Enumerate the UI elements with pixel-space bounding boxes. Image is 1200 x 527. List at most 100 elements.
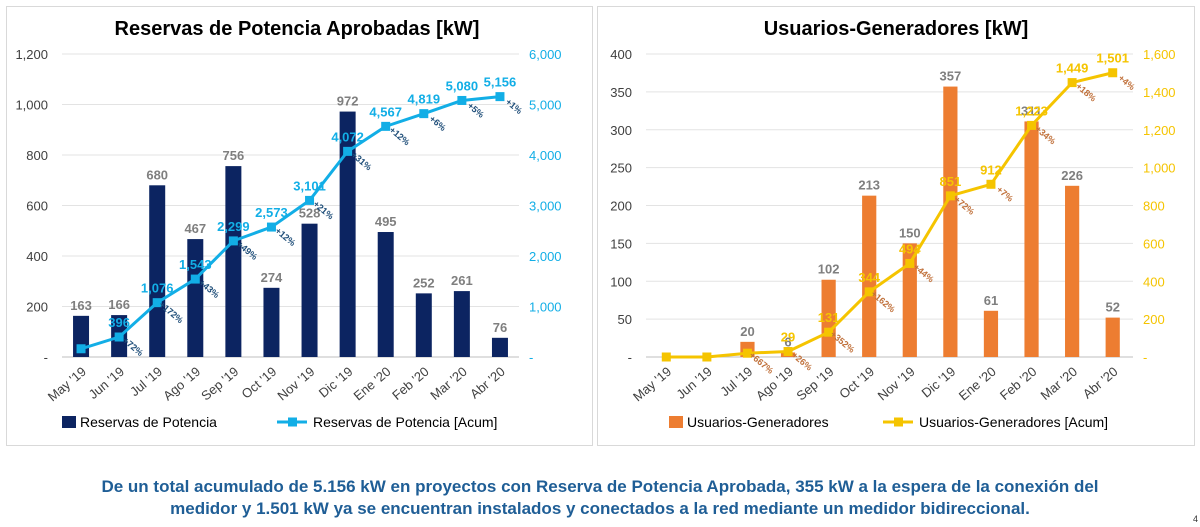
line-value-label: 396 bbox=[108, 315, 130, 330]
chart-title: Usuarios-Generadores [kW] bbox=[764, 18, 1029, 40]
line-point-marker bbox=[986, 179, 996, 189]
line-value-label: 494 bbox=[899, 241, 921, 256]
bar bbox=[187, 239, 204, 357]
line-point-marker bbox=[495, 92, 505, 102]
y-tick-right: 800 bbox=[1143, 199, 1165, 214]
y-tick-right: 1,200 bbox=[1143, 123, 1176, 138]
line-value-label: 851 bbox=[940, 174, 962, 189]
line-value-label: 912 bbox=[980, 162, 1002, 177]
legend-swatch-marker bbox=[894, 417, 903, 427]
bar-value-label: 274 bbox=[261, 270, 283, 285]
bar-value-label: 261 bbox=[451, 273, 473, 288]
bar bbox=[943, 86, 958, 357]
x-tick-label: Ene '20 bbox=[351, 364, 394, 404]
y-tick-right: 1,000 bbox=[1143, 161, 1176, 176]
y-tick-left: - bbox=[44, 350, 48, 365]
y-tick-left: 1,200 bbox=[15, 47, 48, 62]
bar bbox=[1105, 317, 1120, 357]
legend-swatch-bar bbox=[62, 416, 76, 428]
summary-line-2: medidor y 1.501 kW ya se encuentran inst… bbox=[170, 499, 1030, 518]
bar bbox=[415, 293, 432, 357]
growth-label: +4% bbox=[1116, 73, 1136, 92]
y-tick-right: 600 bbox=[1143, 236, 1165, 251]
x-tick-label: Nov '19 bbox=[875, 364, 918, 404]
line-point-marker bbox=[381, 121, 391, 131]
bar-value-label: 357 bbox=[940, 69, 962, 84]
bar-value-label: 61 bbox=[984, 293, 998, 308]
chart-title: Reservas de Potencia Aprobadas [kW] bbox=[115, 18, 480, 40]
y-tick-left: 200 bbox=[26, 300, 48, 315]
line-point-marker bbox=[1067, 78, 1077, 88]
line-value-label: 29 bbox=[781, 330, 795, 345]
y-tick-left: 800 bbox=[26, 148, 48, 163]
series-line-accum bbox=[80, 95, 501, 351]
x-tick-label: Oct '19 bbox=[239, 364, 280, 402]
y-tick-right: 1,600 bbox=[1143, 47, 1176, 62]
x-tick-label: Nov '19 bbox=[274, 364, 317, 404]
x-tick-label: Sep '19 bbox=[198, 364, 241, 404]
growth-label: +26% bbox=[790, 350, 814, 373]
line-value-label: 1,543 bbox=[179, 257, 212, 272]
line-point-marker bbox=[742, 348, 752, 358]
line-value-label: 1,076 bbox=[141, 281, 174, 296]
line-point-marker bbox=[419, 109, 429, 119]
x-tick-label: Feb '20 bbox=[997, 364, 1040, 403]
line-value-label: 5,156 bbox=[484, 75, 517, 90]
x-tick-label: Jul '19 bbox=[717, 364, 755, 399]
bar bbox=[377, 232, 394, 357]
y-tick-left: 200 bbox=[610, 199, 632, 214]
line-point-marker bbox=[457, 95, 467, 105]
bar bbox=[1024, 121, 1039, 357]
line-point-marker bbox=[824, 327, 834, 337]
summary-caption: De un total acumulado de 5.156 kW en pro… bbox=[0, 476, 1200, 520]
legend-label-line: Usuarios-Generadores [Acum] bbox=[919, 414, 1108, 430]
line-value-label: 5,080 bbox=[446, 78, 479, 93]
growth-label: +12% bbox=[273, 225, 297, 248]
x-tick-label: Ago '19 bbox=[160, 364, 203, 404]
y-tick-right: 200 bbox=[1143, 312, 1165, 327]
legend-swatch-bar bbox=[669, 416, 683, 428]
x-tick-label: Jun '19 bbox=[673, 364, 714, 402]
line-value-label: 4,567 bbox=[369, 104, 402, 119]
y-tick-right: 3,000 bbox=[529, 199, 562, 214]
bar-value-label: 467 bbox=[184, 221, 206, 236]
x-tick-label: Mar '20 bbox=[1038, 364, 1081, 403]
legend-label-line: Reservas de Potencia [Acum] bbox=[313, 414, 497, 430]
y-tick-right: - bbox=[529, 350, 533, 365]
chart-usuarios: Usuarios-Generadores [kW] - 50 100 150 200 250… bbox=[610, 18, 1176, 430]
bar bbox=[263, 287, 280, 357]
line-value-label: 2,299 bbox=[217, 219, 250, 234]
legend-label-bar: Reservas de Potencia bbox=[80, 414, 217, 430]
bar-value-label: 495 bbox=[375, 214, 397, 229]
y-tick-right: 1,400 bbox=[1143, 85, 1176, 100]
line-value-label: 131 bbox=[818, 310, 840, 325]
y-tick-left: 50 bbox=[618, 312, 632, 327]
chart-panel-usuarios: Usuarios-Generadores [kW] - 50 100 150 200 250… bbox=[597, 6, 1195, 446]
growth-label: +7% bbox=[995, 184, 1015, 203]
line-value-label: 1,223 bbox=[1015, 103, 1048, 118]
summary-line-1: De un total acumulado de 5.156 kW en pro… bbox=[101, 477, 1099, 496]
x-tick-label: May '19 bbox=[45, 364, 89, 404]
bar-value-label: 680 bbox=[146, 167, 168, 182]
x-tick-label: Dic '19 bbox=[919, 364, 959, 401]
bar-value-label: 52 bbox=[1105, 300, 1119, 315]
bar-value-label: 972 bbox=[337, 94, 359, 109]
y-tick-left: - bbox=[628, 350, 632, 365]
line-value-label: 2,573 bbox=[255, 205, 288, 220]
line-value-label: 3,101 bbox=[293, 178, 326, 193]
y-tick-right: 5,000 bbox=[529, 98, 562, 113]
x-tick-label: Oct '19 bbox=[836, 364, 877, 402]
growth-label: +6% bbox=[428, 114, 448, 133]
bar-value-label: 213 bbox=[858, 178, 880, 193]
x-tick-label: May '19 bbox=[630, 364, 674, 404]
line-point-marker bbox=[864, 287, 874, 297]
bar bbox=[225, 166, 242, 357]
line-point-marker bbox=[190, 274, 200, 284]
legend-label-bar: Usuarios-Generadores bbox=[687, 414, 829, 430]
bar-value-label: 252 bbox=[413, 275, 435, 290]
bar bbox=[149, 185, 166, 357]
growth-label: +1% bbox=[504, 97, 524, 116]
line-point-marker bbox=[343, 146, 353, 156]
bar-value-label: 150 bbox=[899, 225, 921, 240]
line-value-label: 1,501 bbox=[1096, 51, 1129, 66]
